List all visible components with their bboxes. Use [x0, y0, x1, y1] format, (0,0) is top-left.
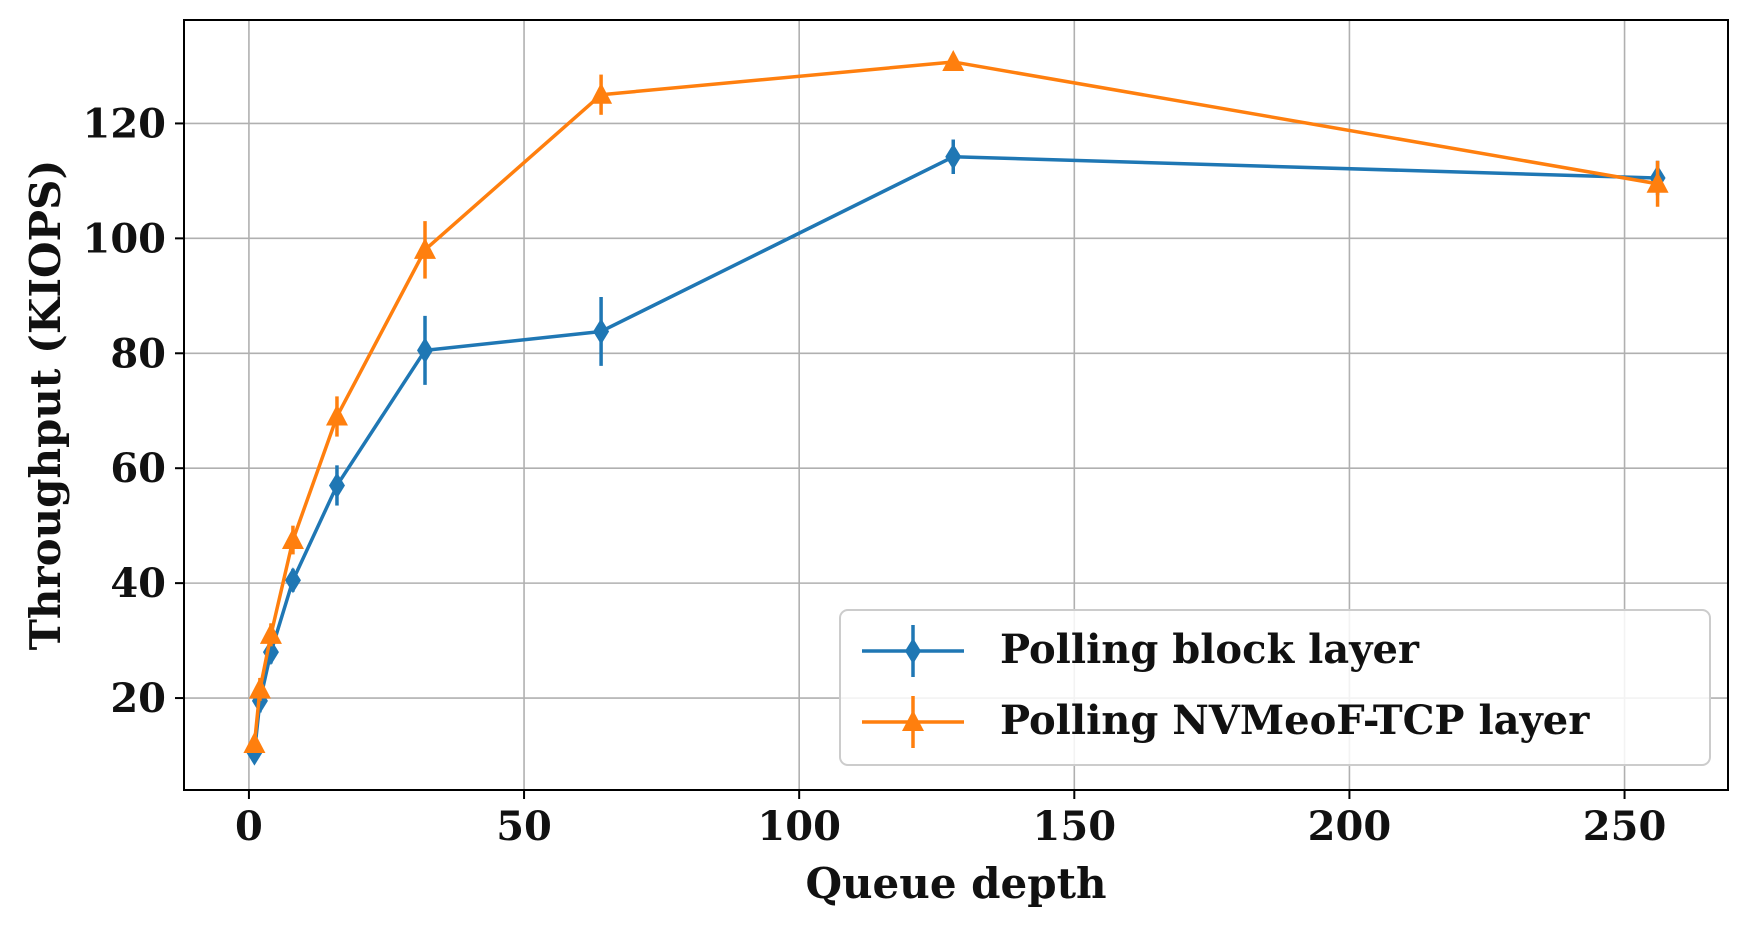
- data-point: [417, 337, 434, 364]
- data-point: [243, 732, 266, 754]
- y-tick-label: 100: [83, 215, 167, 262]
- x-tick-label: 200: [1308, 803, 1392, 850]
- data-point: [945, 143, 962, 170]
- y-tick-label: 20: [110, 675, 166, 722]
- x-tick-label: 250: [1583, 803, 1667, 850]
- data-point: [281, 528, 304, 550]
- data-point: [414, 237, 437, 259]
- series-1: [243, 49, 1669, 754]
- legend-label-polling-block-layer: Polling block layer: [1000, 626, 1420, 673]
- x-tick-label: 0: [235, 803, 263, 850]
- legend: Polling block layer Polling NVMeoF-TCP l…: [839, 609, 1711, 766]
- data-point: [259, 622, 282, 644]
- x-tick-label: 50: [496, 803, 552, 850]
- data-point: [248, 677, 271, 699]
- legend-entry-polling-nvmeof-tcp-layer: [862, 696, 964, 748]
- y-axis-title: Throughput (KIOPS): [21, 160, 70, 651]
- data-point: [284, 567, 301, 594]
- data-point: [942, 49, 965, 71]
- legend-label-polling-nvmeof-tcp-layer: Polling NVMeoF-TCP layer: [1000, 697, 1590, 744]
- ticks: 0 50 100 150 200 250 20 40 60 80 100 120: [83, 100, 1667, 850]
- x-tick-label: 150: [1033, 803, 1117, 850]
- plot-frame: [183, 19, 1729, 791]
- data-point: [328, 472, 345, 499]
- legend-entry-polling-block-layer: [862, 625, 964, 677]
- y-tick-label: 120: [83, 100, 167, 147]
- x-axis-title: Queue depth: [805, 859, 1106, 908]
- y-tick-label: 40: [110, 560, 166, 607]
- data-point: [590, 82, 613, 104]
- legend-marker: [905, 638, 921, 664]
- legend-marker: [902, 710, 924, 731]
- x-tick-label: 100: [757, 803, 841, 850]
- data-point: [593, 318, 610, 345]
- series-layer: [243, 49, 1669, 766]
- data-point: [1646, 171, 1669, 193]
- data-point: [325, 404, 348, 426]
- y-tick-label: 60: [110, 445, 166, 492]
- y-tick-label: 80: [110, 330, 166, 377]
- legend-box: [839, 609, 1711, 766]
